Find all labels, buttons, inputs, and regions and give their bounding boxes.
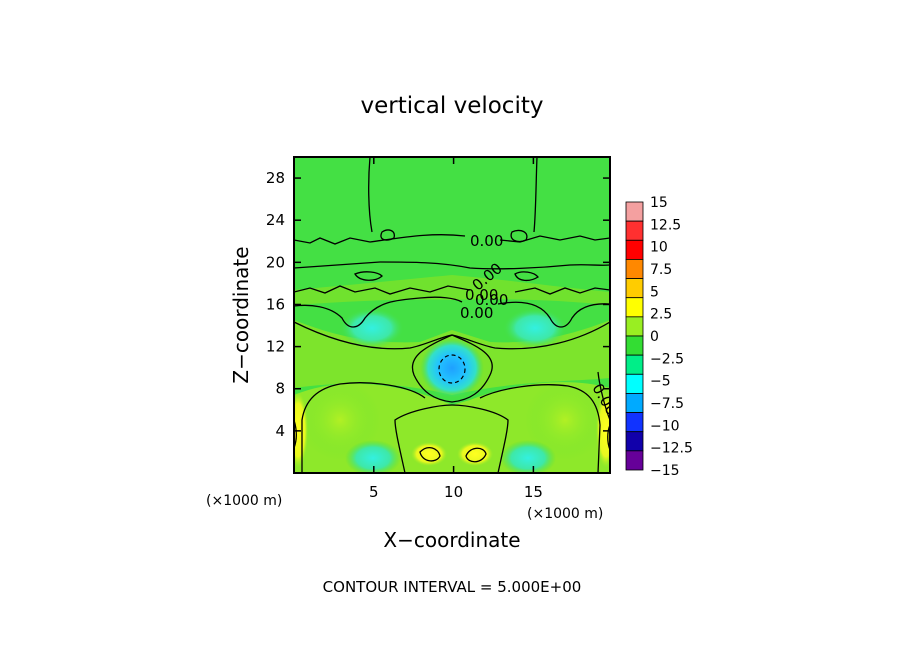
contour-line [294, 296, 463, 328]
updraft-core-right [457, 442, 493, 466]
contour-line [514, 271, 539, 282]
downdraft-core [420, 338, 484, 398]
colorbar-label: 0 [650, 329, 659, 345]
colorbar-swatch [625, 431, 644, 452]
colorbar-label: −12.5 [650, 441, 693, 457]
contour-line [419, 446, 441, 462]
x-axis: 5 10 15 [369, 157, 543, 501]
contour-label: 0.00 [465, 286, 498, 304]
colorbar-swatch [625, 259, 644, 279]
colorbar-swatch [625, 297, 644, 318]
colorbar-label: 2.5 [650, 307, 672, 323]
contour-line [514, 287, 610, 295]
x-tick-label: 5 [369, 483, 379, 501]
lime-patch-left [300, 380, 380, 460]
contour-line [368, 157, 373, 233]
contour-label: 0.00 [460, 304, 493, 322]
colorbar-swatch [625, 412, 644, 433]
weak-downdraft-left-upper [340, 308, 404, 348]
y-axis-label: Z−coordinate [229, 246, 253, 383]
contour-line [533, 157, 538, 233]
contour-line [301, 382, 426, 473]
chart-title: vertical velocity [361, 93, 544, 119]
contour-lines [294, 157, 610, 473]
colorbar-label: 12.5 [650, 217, 681, 233]
colorbar-swatch [625, 335, 644, 356]
x-tick-label: 10 [444, 483, 463, 501]
colorbar-label: 15 [650, 195, 668, 211]
contour-label: 0.00 [470, 232, 503, 250]
colorbar-label: −10 [650, 418, 680, 434]
colorbar-swatch [625, 220, 644, 241]
contour-line [510, 229, 528, 243]
colorbar-swatch [625, 316, 644, 337]
contour-line [411, 334, 493, 403]
contour-line [597, 371, 610, 421]
contour-interval: CONTOUR INTERVAL = 5.000E+00 [323, 578, 582, 596]
y-tick-label: 16 [266, 295, 285, 313]
colorbar-label: 5 [650, 284, 659, 300]
contour-line [354, 271, 383, 281]
colorbar-swatch [625, 373, 644, 394]
colorbar: 15 12.5 10 7.5 5 2.5 0 −2.5 −5 −7.5 −10 −12.5 −15 [625, 195, 693, 479]
y-tick-label: 8 [275, 380, 285, 398]
colorbar-label: 10 [650, 240, 668, 256]
colorbar-swatch [625, 450, 644, 471]
contour-label: 0.00 [475, 291, 508, 309]
y-tick-label: 28 [266, 169, 285, 187]
lime-patch-right [525, 380, 605, 460]
contour-line [497, 301, 610, 328]
y-tick-label: 24 [266, 211, 285, 229]
contour-line [394, 404, 509, 473]
contour-line [294, 261, 610, 270]
contour-line [294, 285, 471, 295]
y-tick-label: 12 [266, 338, 285, 356]
weak-downdraft-left-lower [345, 440, 401, 473]
weak-downdraft-right-upper [503, 308, 567, 348]
edge-updraft-left [294, 392, 308, 468]
colorbar-swatch [625, 239, 644, 260]
plot-frame [293, 156, 611, 474]
colorbar-label: 7.5 [650, 262, 672, 278]
colorbar-swatch [625, 278, 644, 299]
colorbar-swatch [625, 201, 644, 222]
updraft-core-left [411, 442, 447, 466]
plot-area: 0.00 0.00 0.00 0.00 0.00 0.00 [294, 157, 610, 473]
colorbar-swatch [625, 354, 644, 375]
y-tick-label: 20 [266, 253, 285, 271]
x-tick-label: 15 [524, 483, 543, 501]
contour-line [380, 229, 395, 241]
colorbar-label: −7.5 [650, 396, 684, 412]
positive-band-upper [294, 275, 610, 305]
x-axis-label: X−coordinate [383, 528, 520, 552]
y-axis: 4 8 12 16 20 24 28 [266, 169, 610, 440]
x-unit-left: (×1000 m) [206, 493, 282, 509]
x-unit-right: (×1000 m) [527, 506, 603, 522]
weak-downdraft-right-lower [500, 440, 556, 473]
colorbar-swatch [625, 393, 644, 413]
colorbar-label: −15 [650, 463, 680, 479]
negative-contour [438, 354, 466, 384]
colorbar-label: −5 [650, 374, 671, 390]
colorbar-label: −2.5 [650, 351, 684, 367]
contour-line [465, 447, 487, 463]
contour-line [479, 384, 601, 473]
y-tick-label: 4 [275, 422, 285, 440]
